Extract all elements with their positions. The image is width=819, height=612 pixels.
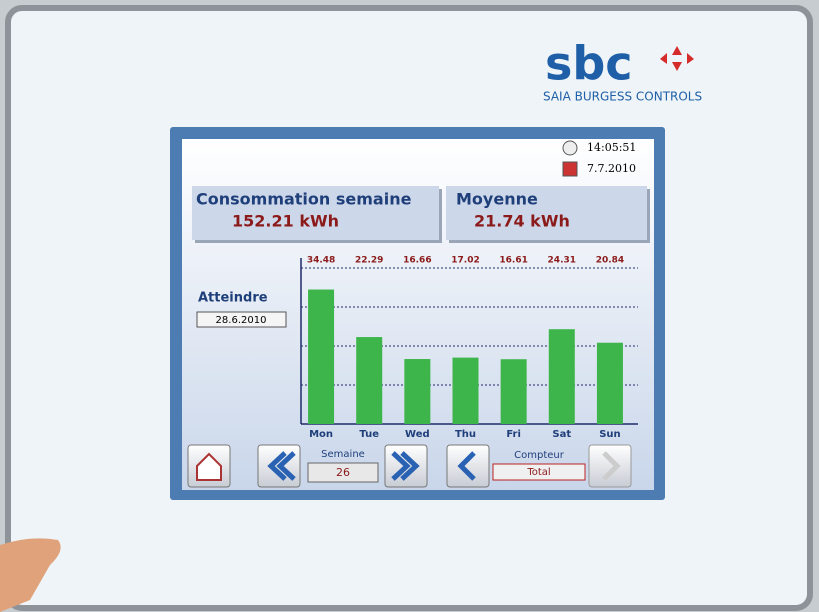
date: 7.7.2010 xyxy=(587,162,636,175)
x-tick-label: Mon xyxy=(309,429,333,440)
value-label: 17.02 xyxy=(451,256,479,266)
x-tick-label: Thu xyxy=(455,429,476,440)
value-label: 16.66 xyxy=(403,256,431,266)
bar xyxy=(308,290,334,424)
bar xyxy=(404,359,430,424)
counter-label: Compteur xyxy=(514,450,565,461)
bar xyxy=(549,329,575,424)
average-label: Moyenne xyxy=(456,190,538,209)
value-label: 24.31 xyxy=(548,256,576,266)
prev-counter-button[interactable] xyxy=(447,445,489,487)
calendar-icon xyxy=(563,162,577,176)
logo: sbc xyxy=(545,37,633,91)
value-label: 20.84 xyxy=(596,256,624,266)
counter-value: Total xyxy=(526,467,550,478)
time: 14:05:51 xyxy=(587,141,636,154)
weekly-label: Consommation semaine xyxy=(196,190,412,209)
target-date: 28.6.2010 xyxy=(216,315,267,326)
x-tick-label: Tue xyxy=(359,429,379,440)
bar xyxy=(453,358,479,424)
bar xyxy=(356,337,382,424)
weekly-value: 152.21 kWh xyxy=(232,212,339,231)
bar xyxy=(597,343,623,424)
x-tick-label: Wed xyxy=(405,429,430,440)
hmi-panel: sbc SAIA BURGESS CONTROLS 14:05:51 7.7.2… xyxy=(0,0,819,612)
value-label: 16.61 xyxy=(499,256,527,266)
bar xyxy=(501,359,527,424)
next-counter-button[interactable] xyxy=(589,445,631,487)
x-tick-label: Fri xyxy=(506,429,521,440)
target-label: Atteindre xyxy=(198,291,268,306)
x-tick-label: Sat xyxy=(552,429,571,440)
value-label: 22.29 xyxy=(355,256,383,266)
page: sbc SAIA BURGESS CONTROLS 14:05:51 7.7.2… xyxy=(0,0,819,612)
logo-tagline: SAIA BURGESS CONTROLS xyxy=(543,90,702,104)
x-tick-label: Sun xyxy=(599,429,620,440)
clock-icon xyxy=(563,141,577,155)
week-value: 26 xyxy=(336,466,350,479)
week-label: Semaine xyxy=(321,449,365,460)
average-value: 21.74 kWh xyxy=(474,212,570,231)
value-label: 34.48 xyxy=(307,256,335,266)
